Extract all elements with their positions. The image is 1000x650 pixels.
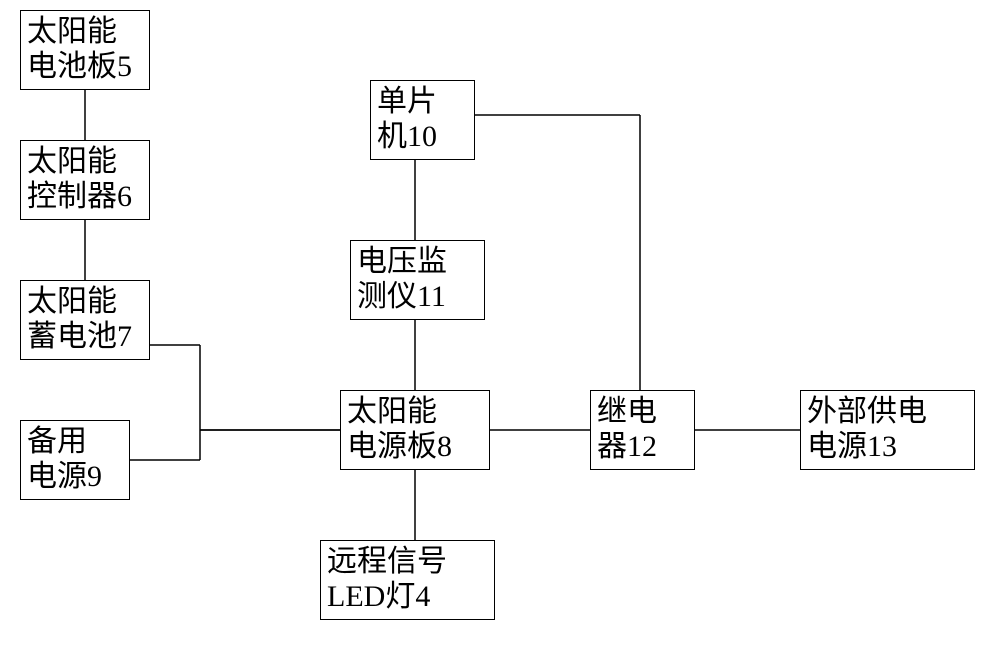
node-solar-battery: 太阳能 蓄电池7 [20, 280, 150, 360]
node-external-power: 外部供电 电源13 [800, 390, 975, 470]
node-relay: 继电 器12 [590, 390, 695, 470]
node-solar-controller: 太阳能 控制器6 [20, 140, 150, 220]
node-mcu: 单片 机10 [370, 80, 475, 160]
node-voltage-monitor: 电压监 测仪11 [350, 240, 485, 320]
node-solar-power-board: 太阳能 电源板8 [340, 390, 490, 470]
edges-layer [0, 0, 1000, 650]
node-remote-led: 远程信号 LED灯4 [320, 540, 495, 620]
node-backup-power: 备用 电源9 [20, 420, 130, 500]
node-solar-panel: 太阳能 电池板5 [20, 10, 150, 90]
diagram-canvas: 太阳能 电池板5 太阳能 控制器6 太阳能 蓄电池7 备用 电源9 单片 机10… [0, 0, 1000, 650]
